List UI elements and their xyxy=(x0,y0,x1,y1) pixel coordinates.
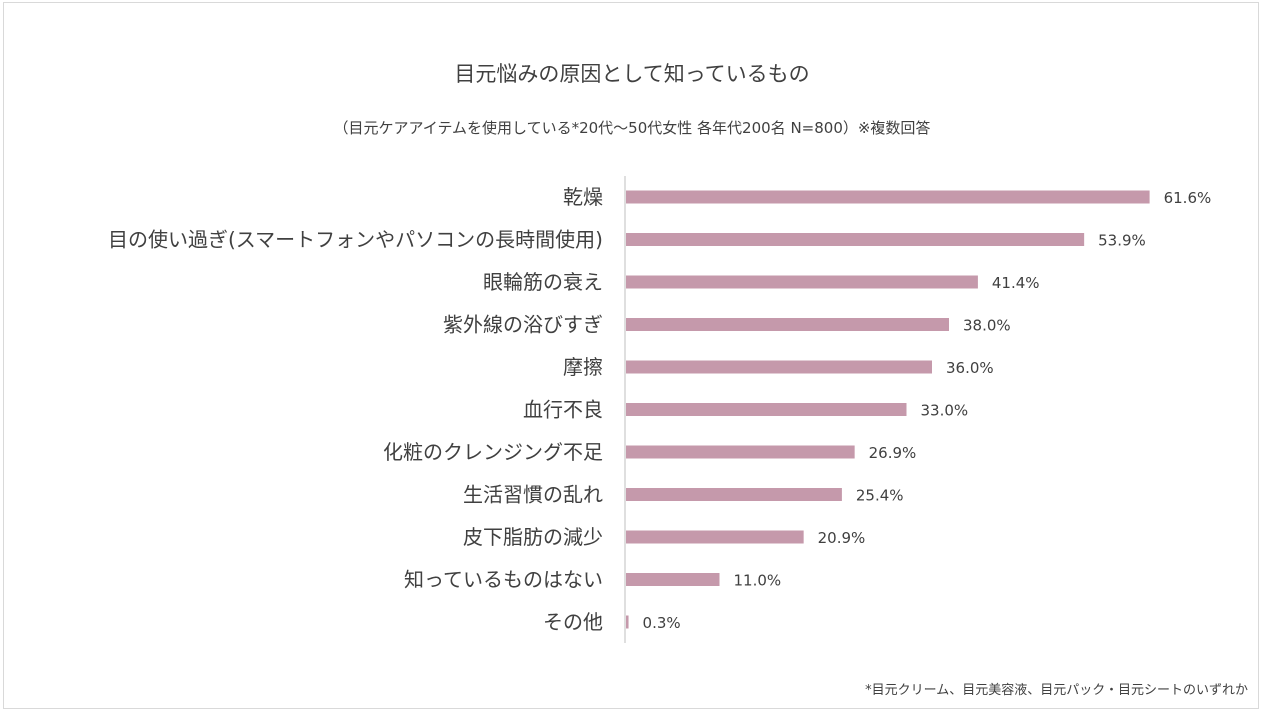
category-label: その他 xyxy=(543,610,603,634)
category-label: 知っているものはない xyxy=(404,568,603,592)
category-label: 血行不良 xyxy=(523,398,603,422)
category-label: 紫外線の浴びすぎ xyxy=(443,313,603,337)
category-label: 生活習慣の乱れ xyxy=(463,483,603,507)
bar xyxy=(626,276,978,289)
value-label: 20.9% xyxy=(818,529,866,547)
category-label: 乾燥 xyxy=(563,185,603,209)
bar xyxy=(626,361,932,374)
bar xyxy=(626,531,804,544)
value-label: 33.0% xyxy=(921,402,969,420)
footnote: *目元クリーム、目元美容液、目元パック・目元シートのいずれか xyxy=(865,679,1248,698)
category-label: 化粧のクレンジング不足 xyxy=(383,440,603,464)
category-label: 目の使い過ぎ(スマートフォンやパソコンの長時間使用) xyxy=(108,228,603,252)
value-label: 11.0% xyxy=(734,572,782,590)
value-label: 53.9% xyxy=(1098,232,1146,250)
value-label: 36.0% xyxy=(946,359,994,377)
bar xyxy=(626,573,720,586)
bar xyxy=(626,191,1150,204)
bar xyxy=(626,318,949,331)
category-label: 眼輪筋の衰え xyxy=(483,270,603,294)
category-label: 摩擦 xyxy=(563,355,603,379)
bar xyxy=(626,403,907,416)
bar xyxy=(626,616,629,629)
category-label: 皮下脂肪の減少 xyxy=(463,525,603,549)
value-label: 41.4% xyxy=(992,274,1040,292)
value-label: 38.0% xyxy=(963,317,1011,335)
bar xyxy=(626,233,1084,246)
bar xyxy=(626,488,842,501)
bar xyxy=(626,446,855,459)
value-label: 25.4% xyxy=(856,487,904,505)
value-label: 61.6% xyxy=(1164,189,1212,207)
value-label: 26.9% xyxy=(869,444,917,462)
value-label: 0.3% xyxy=(643,614,681,632)
